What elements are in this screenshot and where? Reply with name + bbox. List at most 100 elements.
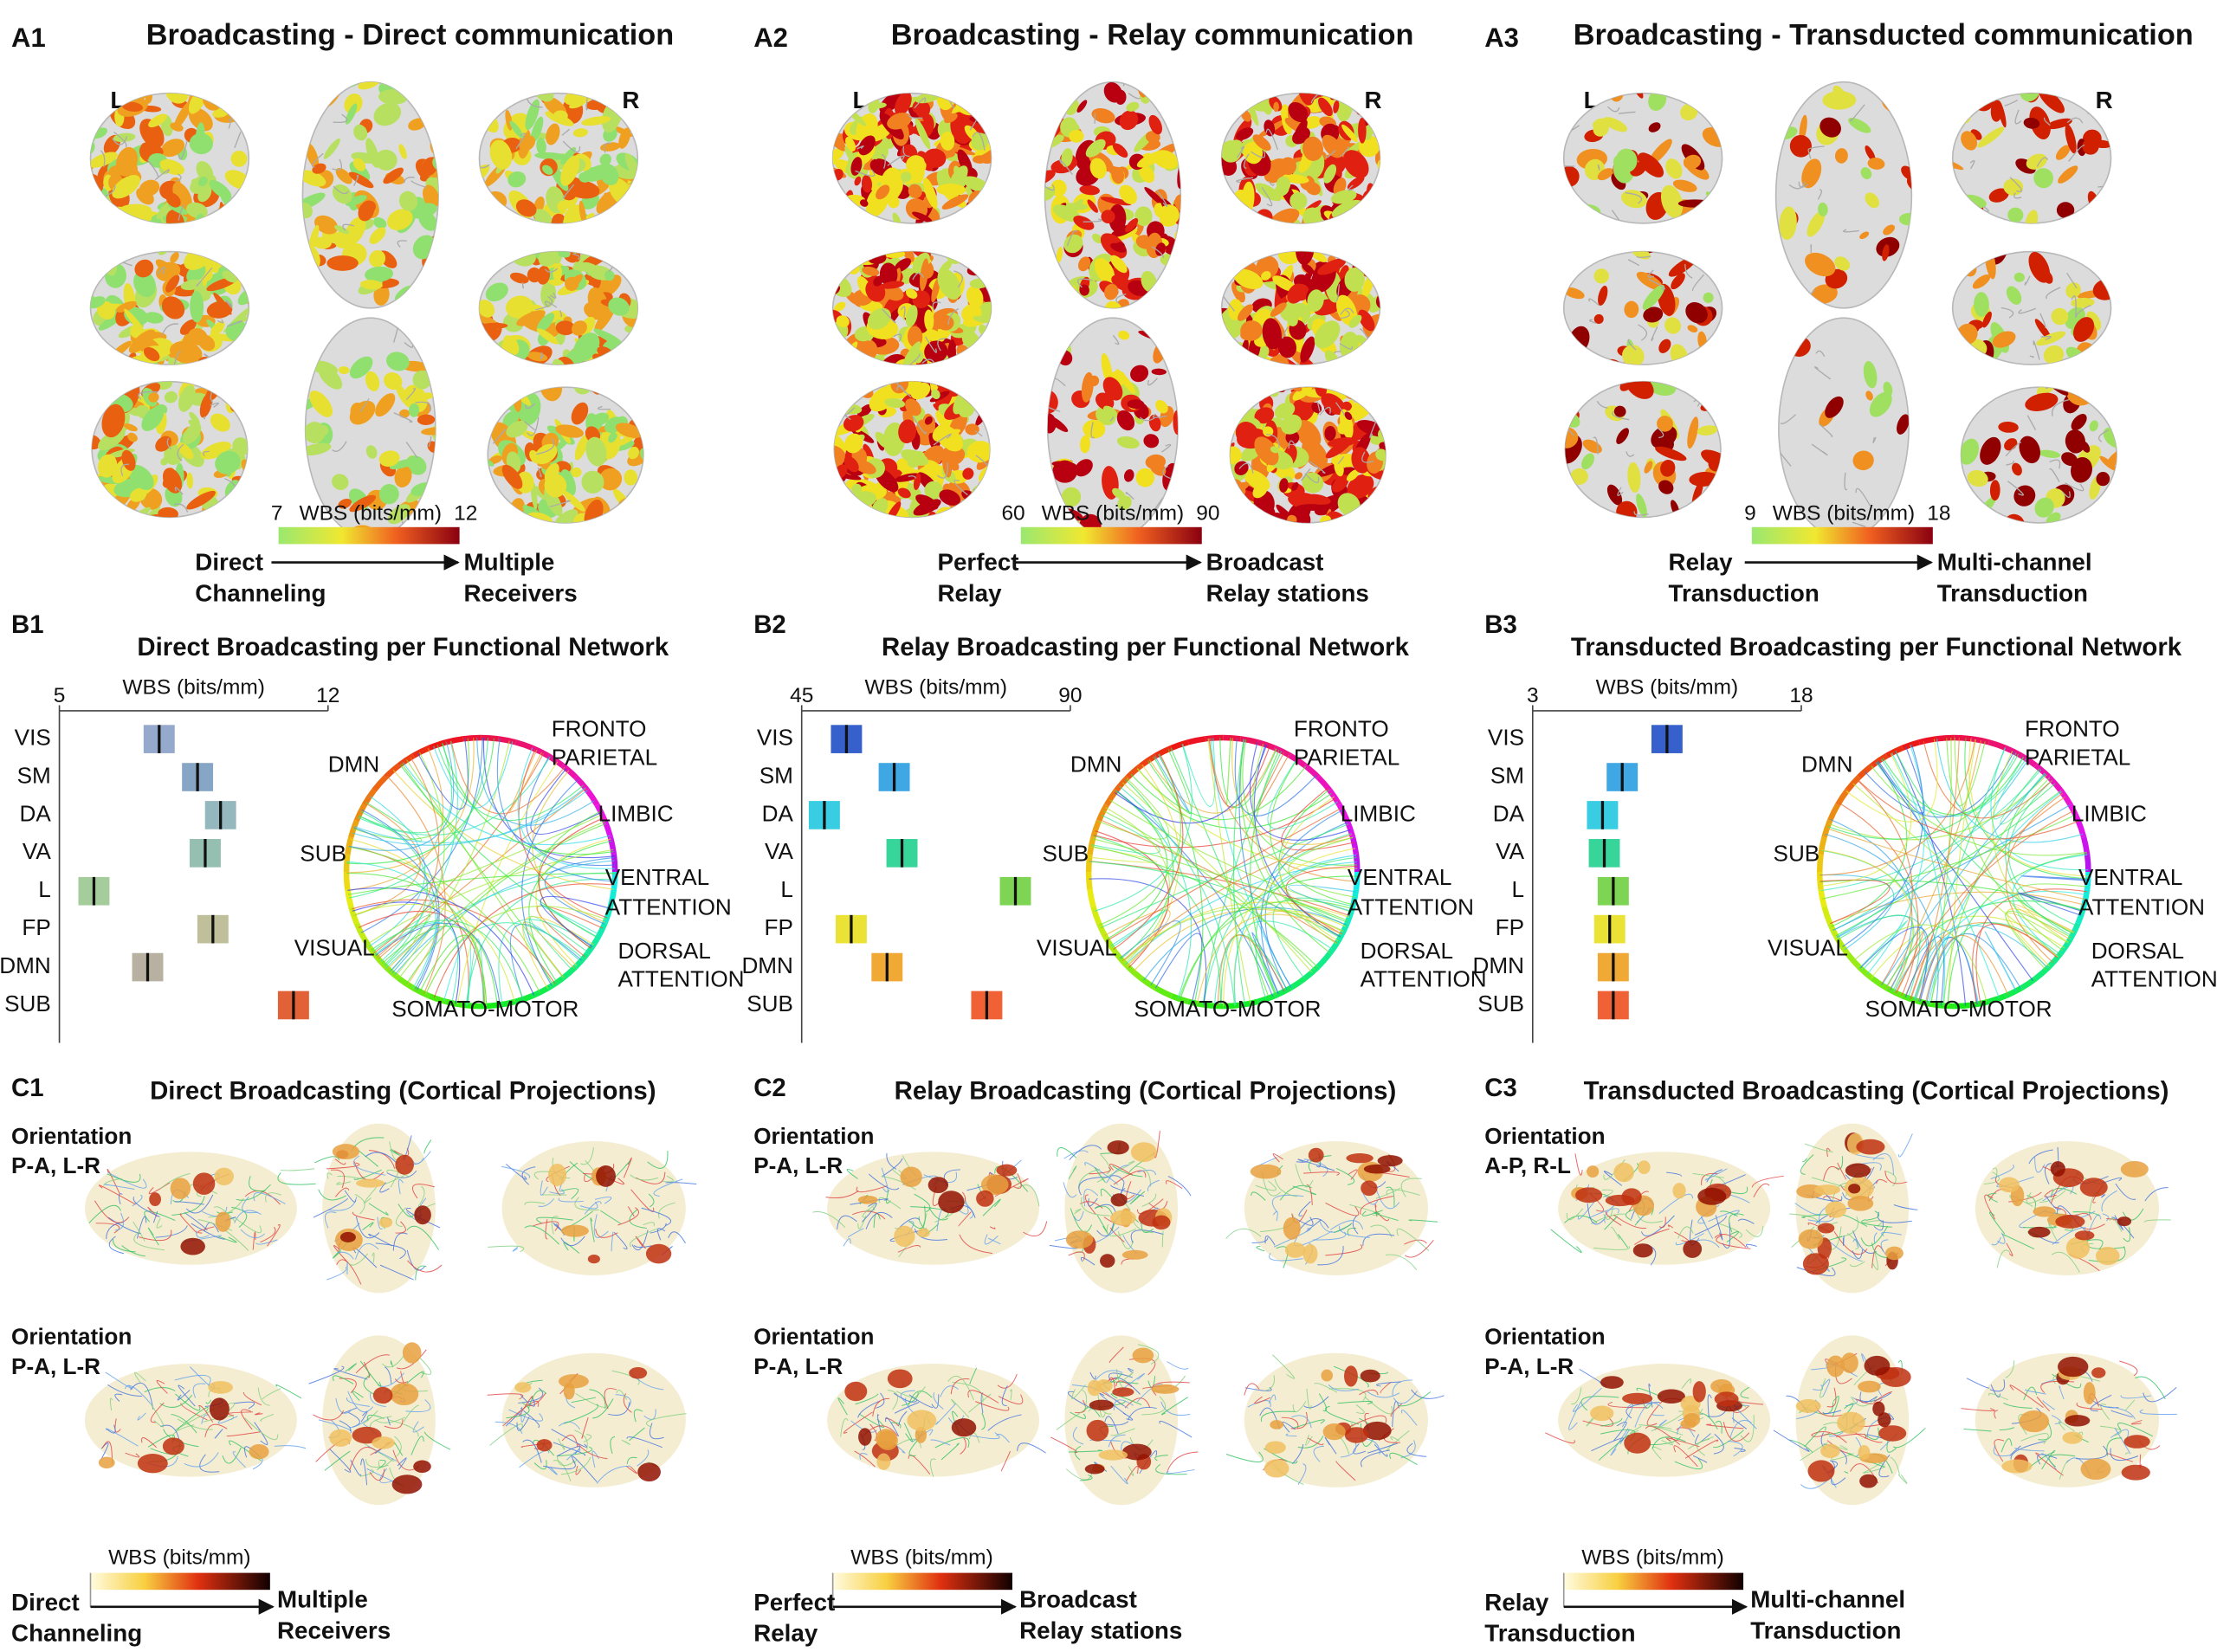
- ring-segment: [1988, 993, 2007, 1004]
- sulcus: [1969, 159, 1975, 170]
- activation-blob: [1261, 271, 1271, 281]
- activation-blob: [1119, 110, 1139, 131]
- fiber: [1012, 1173, 1022, 1189]
- chord: [1113, 753, 1184, 951]
- projection-blob: [1344, 1365, 1358, 1387]
- fiber: [114, 1212, 125, 1231]
- activation-blob: [2043, 345, 2065, 365]
- fiber: [362, 1222, 374, 1230]
- colorbar-label: WBS (bits/mm): [850, 1546, 993, 1570]
- projection-blob: [857, 1195, 878, 1204]
- ring-segment: [1845, 775, 1861, 792]
- activation-blob: [856, 403, 873, 418]
- sulcus: [1593, 436, 1599, 455]
- fiber: [1305, 1434, 1313, 1446]
- network-label: ATTENTION: [2091, 966, 2217, 992]
- fiber: [171, 1413, 197, 1434]
- fiber: [1141, 1223, 1154, 1234]
- sulcus: [881, 153, 886, 169]
- sulcus: [508, 354, 518, 365]
- activation-blob: [593, 328, 624, 346]
- activation-blob: [396, 384, 413, 409]
- arrow-from: Direct: [11, 1589, 80, 1616]
- activation-blob: [1287, 314, 1298, 327]
- chord: [1130, 773, 1333, 829]
- projection-blob: [2019, 1410, 2050, 1433]
- fiber: [156, 1217, 163, 1229]
- fiber: [1133, 1221, 1154, 1234]
- fiber: [1674, 1458, 1703, 1469]
- fiber: [551, 1429, 588, 1448]
- activation-blob: [369, 249, 386, 268]
- activation-blob: [992, 194, 1005, 210]
- fiber: [508, 1409, 543, 1422]
- activation-blob: [1289, 64, 1322, 97]
- fiber: [2072, 1211, 2100, 1216]
- activation-blob: [1593, 313, 1604, 325]
- sulcus: [1268, 180, 1275, 186]
- chord: [353, 814, 603, 917]
- fiber: [1097, 1394, 1106, 1418]
- activation-blob: [154, 62, 175, 81]
- network-label: PARIETAL: [552, 744, 657, 770]
- fiber: [1988, 1192, 1998, 1203]
- fiber: [267, 1224, 281, 1247]
- activation-blob: [256, 196, 269, 210]
- projection-blob: [560, 1224, 589, 1237]
- fiber: [595, 1229, 618, 1238]
- activation-blob: [373, 216, 387, 229]
- activation-blob: [564, 93, 594, 106]
- sulcus: [2051, 399, 2070, 416]
- fiber: [2076, 1445, 2108, 1460]
- activation-blob: [132, 522, 145, 544]
- ring-segment: [1353, 872, 1361, 890]
- category-label: L: [1511, 876, 1524, 902]
- activation-blob: [170, 252, 179, 263]
- activation-blob: [1281, 414, 1302, 435]
- projection-blob: [1107, 1140, 1129, 1155]
- activation-blob: [915, 494, 939, 510]
- activation-blob: [1807, 210, 1826, 237]
- fiber: [337, 1251, 354, 1260]
- activation-blob: [1102, 377, 1123, 401]
- activation-blob: [1031, 260, 1048, 276]
- fiber: [1823, 1166, 1839, 1181]
- activation-blob: [865, 280, 886, 302]
- sulcus: [405, 388, 416, 401]
- activation-blob: [423, 184, 439, 209]
- activation-blob: [2080, 441, 2091, 453]
- fiber: [1362, 1233, 1395, 1246]
- sulcus: [488, 103, 494, 108]
- fiber: [1147, 1179, 1160, 1192]
- fiber: [2000, 1438, 2013, 1453]
- activation-blob: [431, 247, 439, 261]
- activation-blob: [1658, 339, 1671, 353]
- chord: [1279, 796, 1339, 942]
- sulcus: [2062, 491, 2071, 499]
- activation-blob: [898, 419, 917, 444]
- fiber: [1335, 1167, 1355, 1185]
- activation-blob: [572, 128, 589, 138]
- activation-blob: [1239, 93, 1247, 105]
- fiber: [1154, 1455, 1168, 1462]
- activation-blob: [281, 433, 302, 453]
- sulcus: [1648, 278, 1665, 290]
- chord: [1819, 874, 1895, 951]
- activation-blob: [875, 137, 891, 160]
- fiber: [352, 1211, 375, 1221]
- fiber: [1873, 1391, 1892, 1404]
- fiber: [2035, 1452, 2064, 1476]
- fiber: [1723, 1422, 1750, 1442]
- activation-blob: [1280, 371, 1304, 386]
- fiber: [1714, 1234, 1747, 1248]
- activation-blob: [1160, 87, 1180, 104]
- activation-blob: [1672, 179, 1697, 192]
- activation-blob: [126, 219, 163, 248]
- activation-blob: [1568, 203, 1601, 221]
- activation-blob: [242, 190, 249, 205]
- fiber: [405, 1399, 431, 1412]
- activation-blob: [581, 116, 611, 126]
- fiber: [1135, 1165, 1151, 1187]
- category-label: VA: [765, 838, 793, 864]
- projection-blob: [1798, 1229, 1824, 1249]
